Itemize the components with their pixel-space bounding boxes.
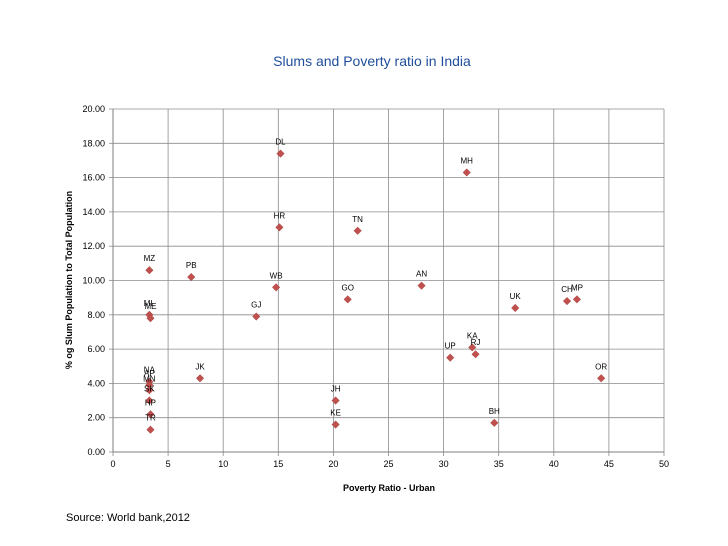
y-tick-label: 14.00: [82, 207, 105, 217]
point-up: [446, 353, 455, 362]
point-sk: [145, 396, 154, 405]
point-label-mn: MN: [143, 374, 156, 383]
point-or: [597, 374, 606, 383]
gridlines: [112, 108, 665, 453]
y-tick-label: 8.00: [87, 310, 105, 320]
point-label-tn: TN: [352, 215, 363, 224]
x-tick-label: 25: [383, 459, 393, 469]
y-tick-label: 4.00: [87, 378, 105, 388]
point-go: [343, 295, 352, 304]
y-tick-label: 18.00: [82, 138, 105, 148]
point-rj: [471, 350, 480, 359]
point-label-ke: KE: [330, 409, 341, 418]
point-jk: [195, 374, 205, 383]
point-label-sk: SK: [144, 385, 155, 394]
x-axis-ticks: 0 5 10 15 20 25 30 35 40 45 50: [110, 452, 669, 469]
y-tick-label: 2.00: [87, 413, 105, 423]
x-tick-label: 50: [659, 459, 669, 469]
y-tick-label: 20.00: [82, 104, 105, 114]
point-mn: [145, 386, 154, 395]
point-label-or: OR: [595, 362, 607, 371]
x-tick-label: 0: [110, 459, 115, 469]
point-label-uk: UK: [510, 292, 522, 301]
point-label-ml: ML: [144, 299, 156, 308]
point-ka: [468, 343, 477, 352]
point-wb: [272, 283, 281, 292]
point-label-ap: AP: [144, 369, 155, 378]
y-tick-label: 6.00: [87, 344, 105, 354]
point-bh: [490, 418, 499, 427]
x-tick-label: 45: [604, 459, 614, 469]
point-label-bh: BH: [489, 407, 500, 416]
point-label-wb: WB: [270, 271, 283, 280]
point-label-me: ME: [144, 302, 156, 311]
point-label-ka: KA: [467, 331, 478, 340]
point-label-mh: MH: [461, 156, 474, 165]
point-mp: [572, 295, 582, 304]
point-me: [146, 314, 155, 323]
point-label-mz: MZ: [144, 254, 156, 263]
y-tick-label: 12.00: [82, 241, 105, 251]
point-dl: [276, 149, 285, 158]
x-tick-label: 10: [218, 459, 228, 469]
point-label-hp: HP: [145, 398, 156, 407]
point-jh: [331, 396, 340, 405]
point-label-jh: JH: [331, 385, 341, 394]
point-pb: [187, 272, 196, 282]
point-label-jk: JK: [195, 362, 205, 371]
point-label-tr: TR: [145, 414, 156, 423]
point-tn: [353, 226, 362, 235]
point-label-rj: RJ: [471, 338, 481, 347]
x-tick-label: 40: [549, 459, 559, 469]
y-tick-label: 10.00: [82, 276, 105, 286]
point-hr: [275, 223, 284, 232]
x-tick-label: 5: [166, 459, 171, 469]
point-mh: [462, 168, 471, 177]
y-axis-label: % og Slum Population to Total Population: [64, 191, 74, 369]
point-label-an: AN: [416, 270, 427, 279]
point-ch: [562, 296, 572, 306]
point-an: [417, 281, 426, 290]
point-uk: [511, 303, 520, 313]
point-label-hr: HR: [274, 211, 286, 220]
point-tr: [146, 425, 155, 434]
y-tick-label: 16.00: [82, 173, 105, 183]
point-label-go: GO: [341, 283, 353, 292]
y-axis-ticks: 0.00 2.00 4.00 6.00 8.00 10.00 12.00 14.00 16.00…: [82, 104, 113, 457]
chart-title: Slums and Poverty ratio in India: [273, 53, 471, 69]
point-label-mp: MP: [571, 283, 583, 292]
point-label-up: UP: [445, 342, 456, 351]
y-tick-label: 0.00: [87, 447, 105, 457]
x-tick-label: 30: [439, 459, 449, 469]
point-mz: [145, 266, 154, 275]
point-label-na: NA: [144, 366, 156, 375]
point-ke: [331, 420, 340, 429]
point-label-gj: GJ: [251, 301, 261, 310]
x-tick-label: 20: [328, 459, 338, 469]
source-note: Source: World bank,2012: [66, 512, 190, 524]
x-tick-label: 35: [494, 459, 504, 469]
point-hp: [146, 410, 155, 419]
point-label-pb: PB: [186, 261, 197, 270]
point-label-dl: DL: [275, 138, 286, 147]
point-gj: [252, 312, 261, 321]
x-axis-label: Poverty Ratio - Urban: [343, 483, 435, 493]
x-tick-label: 15: [273, 459, 283, 469]
point-label-ch: CH: [561, 285, 573, 294]
